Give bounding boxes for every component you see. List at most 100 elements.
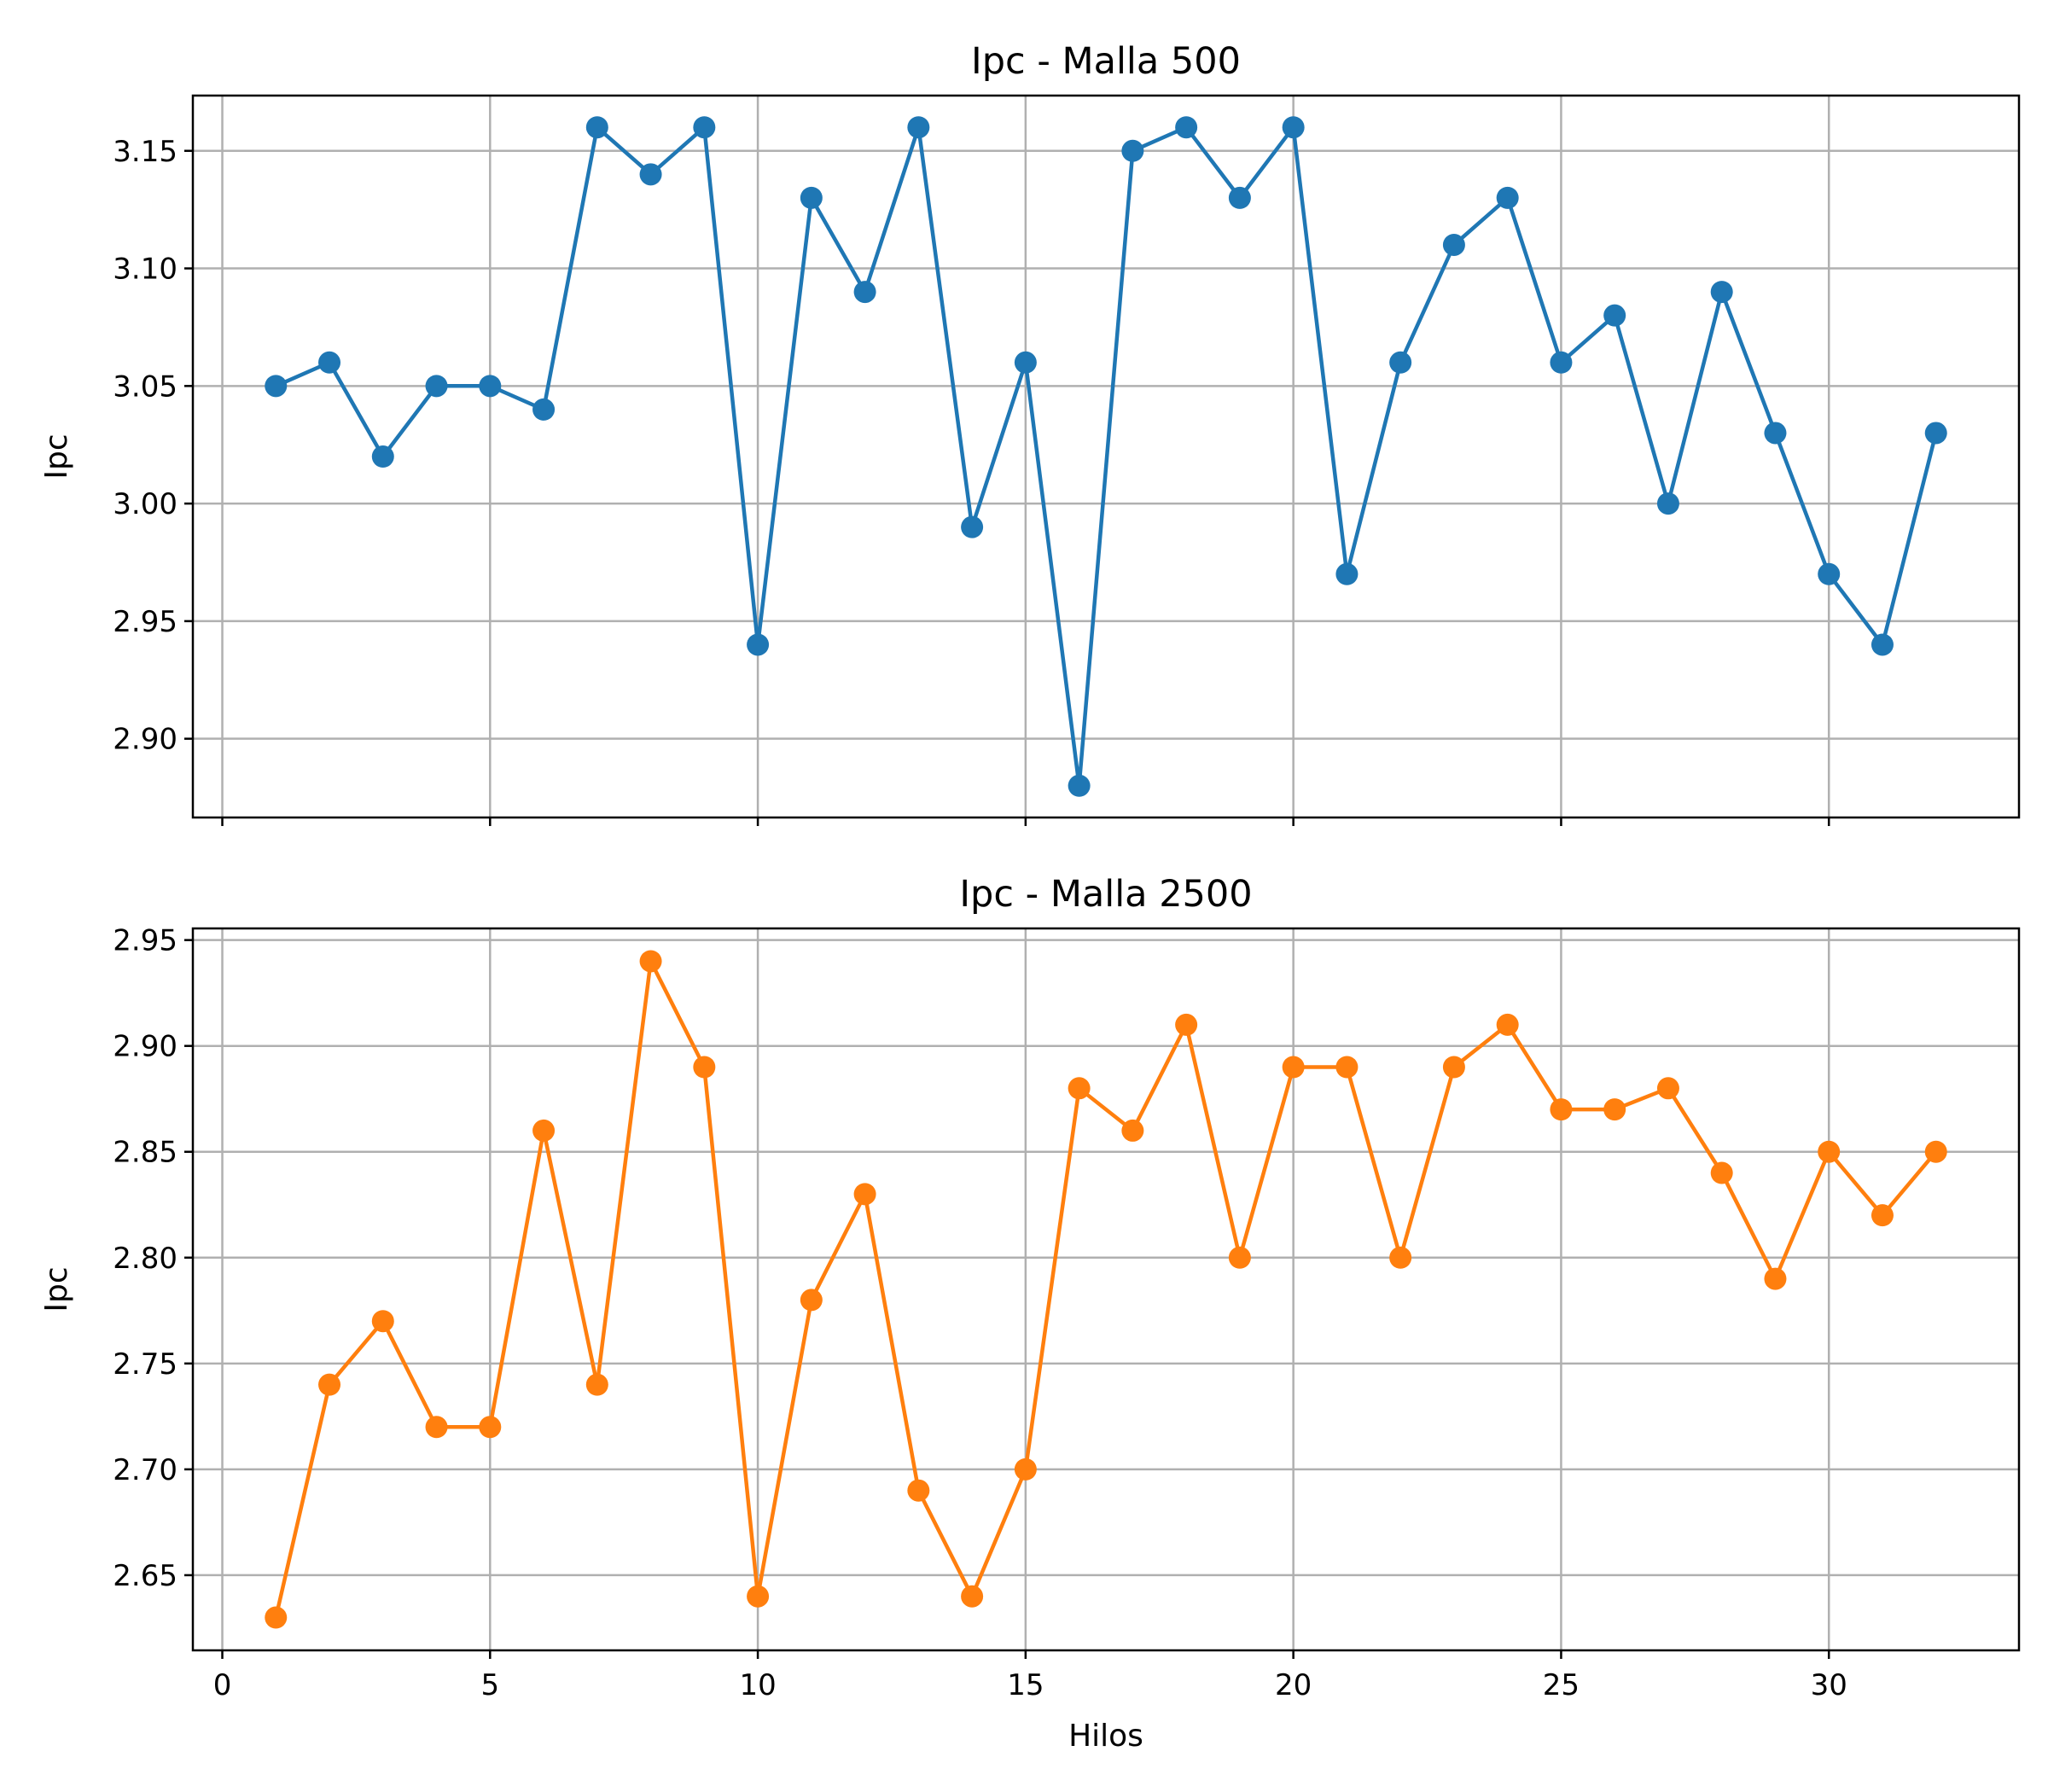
data-point [1656,1077,1679,1100]
data-point [1818,1140,1841,1163]
y-tick-label: 2.70 [113,1453,177,1487]
data-point [639,950,662,973]
y-tick-label: 3.05 [113,369,177,404]
y-tick-label: 2.90 [113,1030,177,1064]
grid-lines [193,928,2019,1650]
data-point [693,1056,716,1079]
x-axis-label: Hilos [1068,1719,1143,1754]
tick-marks: 0 5 10 15 20 25 30 2.65 2.70 2.75 2.80 2.85 2.90 2.95 [113,924,1847,1702]
y-tick-label: 2.90 [113,723,177,757]
data-point [1764,1267,1787,1290]
data-point [265,1606,288,1629]
data-point [1389,351,1412,374]
tick-marks: 2.90 2.95 3.00 3.05 3.10 3.15 [113,135,1830,826]
y-tick-label: 2.80 [113,1242,177,1276]
data-point [1924,1140,1947,1163]
data-point [907,1479,930,1502]
chart-title: Ipc - Malla 2500 [959,873,1252,916]
data-point [1175,116,1198,139]
y-axis-label: Ipc [39,1266,74,1312]
data-point [1014,351,1037,374]
data-point [1871,633,1894,656]
data-point [265,375,288,398]
data-point [585,116,608,139]
data-point [371,445,394,468]
data-point [318,351,341,374]
data-point [1871,1204,1894,1227]
data-point [1068,1077,1091,1100]
series-line [275,125,1938,788]
y-axis-label: Ipc [39,433,74,479]
x-tick-label: 30 [1811,1668,1847,1702]
data-point [532,398,556,421]
data-point [747,633,770,656]
data-point [1550,351,1573,374]
y-tick-label: 3.10 [113,253,177,287]
data-point [1175,1013,1198,1036]
data-point [1282,116,1305,139]
data-point [371,1310,394,1333]
data-point [693,116,716,139]
data-point [800,1289,823,1312]
data-point [853,281,876,304]
y-tick-label: 2.95 [113,924,177,958]
data-point [1924,422,1947,445]
data-point [1389,1246,1412,1269]
y-tick-label: 2.75 [113,1347,177,1382]
x-tick-label: 0 [213,1668,232,1702]
data-point [1818,562,1841,585]
data-point [479,1416,502,1439]
data-point [1335,562,1359,585]
data-point [1442,233,1465,256]
data-point [907,116,930,139]
data-point [425,375,448,398]
y-tick-label: 2.65 [113,1559,177,1593]
y-tick-label: 3.15 [113,135,177,169]
x-tick-label: 15 [1007,1668,1044,1702]
data-point [1228,1246,1251,1269]
axes-frame [191,927,2021,1652]
axes-frame [191,94,2021,819]
data-point [961,515,984,538]
data-point [479,375,502,398]
data-point [639,163,662,186]
data-point [1550,1098,1573,1121]
series-ipc-malla-500 [265,116,1947,797]
panel-malla-500: 2.90 2.95 3.00 3.05 3.10 3.15 Ipc - Malla 500… [39,40,2021,826]
data-point [1121,139,1144,162]
data-point [747,1585,770,1608]
data-point [532,1119,556,1142]
data-point [1603,304,1626,327]
x-tick-label: 20 [1275,1668,1312,1702]
y-tick-label: 2.85 [113,1136,177,1170]
data-point [1068,774,1091,797]
data-point [1656,492,1679,515]
data-point [1603,1098,1626,1121]
data-point [1442,1056,1465,1079]
data-point [318,1373,341,1396]
x-tick-label: 25 [1543,1668,1580,1702]
data-point [1710,1161,1733,1184]
data-point [1228,186,1251,209]
data-point [853,1183,876,1206]
x-tick-label: 5 [480,1668,499,1702]
data-point [425,1416,448,1439]
y-tick-label: 2.95 [113,605,177,639]
series-ipc-malla-2500 [265,950,1947,1629]
data-point [1014,1457,1037,1481]
data-point [961,1585,984,1608]
data-point [1710,281,1733,304]
x-tick-label: 10 [739,1668,776,1702]
data-point [1121,1119,1144,1142]
data-point [1282,1056,1305,1079]
data-point [1496,186,1519,209]
chart-title: Ipc - Malla 500 [971,40,1241,83]
panel-malla-2500: 0 5 10 15 20 25 30 2.65 2.70 2.75 2.80 2.85 2.90 2.95… [39,873,2021,1754]
data-point [1335,1056,1359,1079]
data-point [1764,422,1787,445]
data-point [800,186,823,209]
data-point [585,1373,608,1396]
data-point [1496,1013,1519,1036]
